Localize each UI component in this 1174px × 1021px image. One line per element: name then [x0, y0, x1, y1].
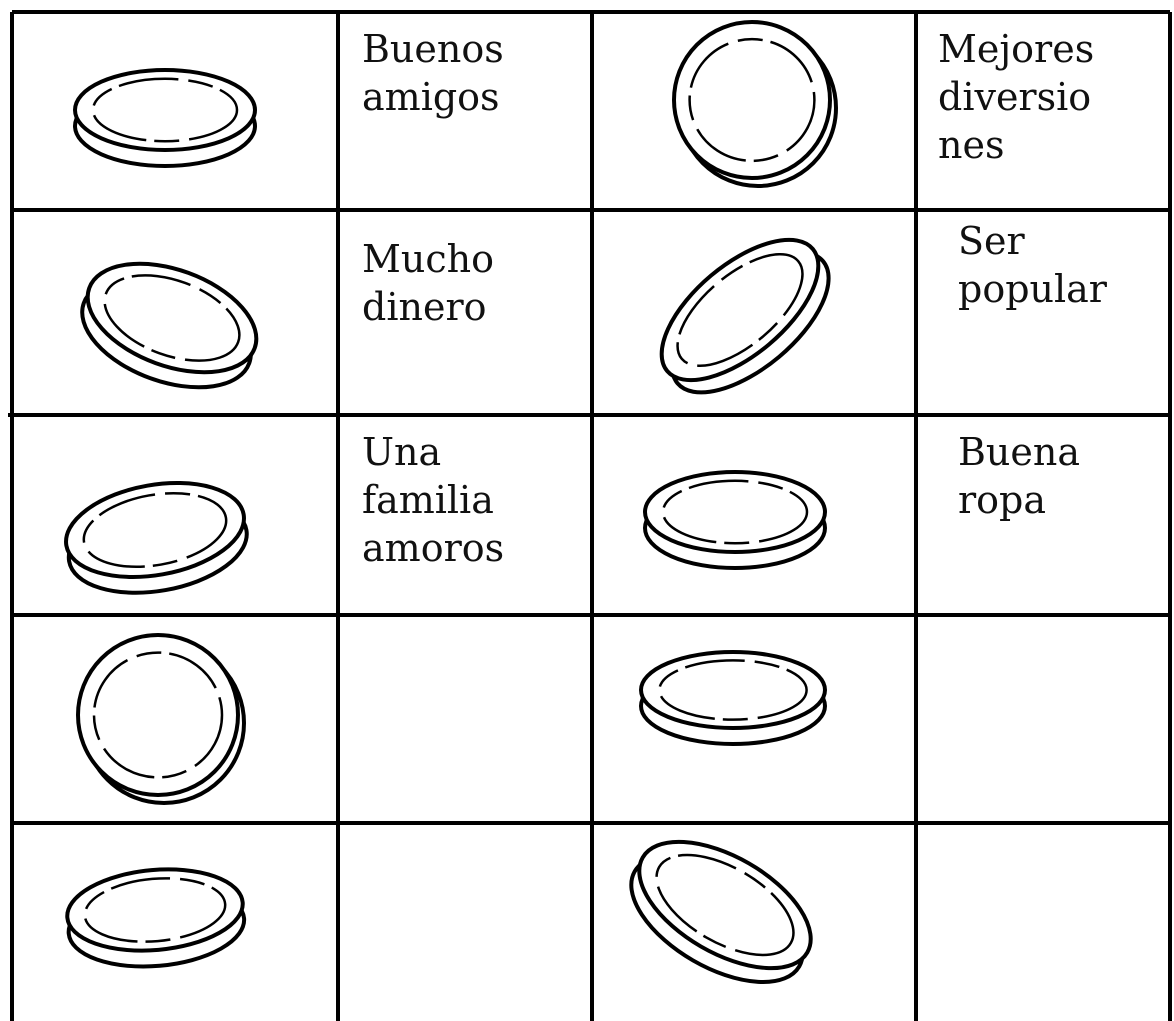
coin-face [76, 633, 240, 797]
coin [639, 650, 827, 746]
cell-text: Ser [958, 219, 1026, 263]
cell-text: ropa [958, 478, 1046, 522]
coin-face [672, 20, 832, 180]
coin-face [64, 481, 246, 579]
cell-text: amigos [362, 75, 500, 119]
cell-text: popular [958, 267, 1108, 311]
coin-face [659, 237, 821, 383]
coin [672, 20, 838, 188]
coin-rim [676, 252, 804, 368]
coin-face [643, 470, 827, 554]
coin-rim [92, 651, 224, 779]
cell-text: familia [362, 478, 494, 522]
coin-rim [82, 491, 228, 569]
coin [73, 68, 257, 168]
cell-text: Buena [958, 430, 1080, 474]
coin-rim [688, 37, 816, 163]
coins [64, 20, 838, 984]
cell-text: Mucho [362, 237, 494, 281]
coin [65, 867, 247, 969]
coin [80, 261, 259, 390]
cell-text: amoros [362, 526, 504, 570]
cell-text: diversio [938, 75, 1091, 119]
coin [629, 839, 813, 984]
cell-text: Una [362, 430, 441, 474]
coin-rim [658, 659, 808, 721]
coin [659, 237, 831, 395]
coin-face [639, 650, 827, 730]
table-grid [8, 10, 1172, 1021]
cell-text: dinero [362, 285, 486, 329]
coin [76, 633, 246, 805]
coin-face [85, 261, 259, 375]
coin-rim [103, 274, 241, 362]
cell-text: nes [938, 123, 1004, 167]
coin [64, 481, 249, 595]
cell-text: Mejores [938, 27, 1094, 71]
cell-text: Buenos [362, 27, 504, 71]
coin-face [637, 839, 813, 971]
coin-rim [91, 77, 239, 143]
coin [643, 470, 827, 570]
coin-rim [661, 479, 809, 545]
coin-rim [83, 877, 227, 943]
coin-face [73, 68, 257, 152]
